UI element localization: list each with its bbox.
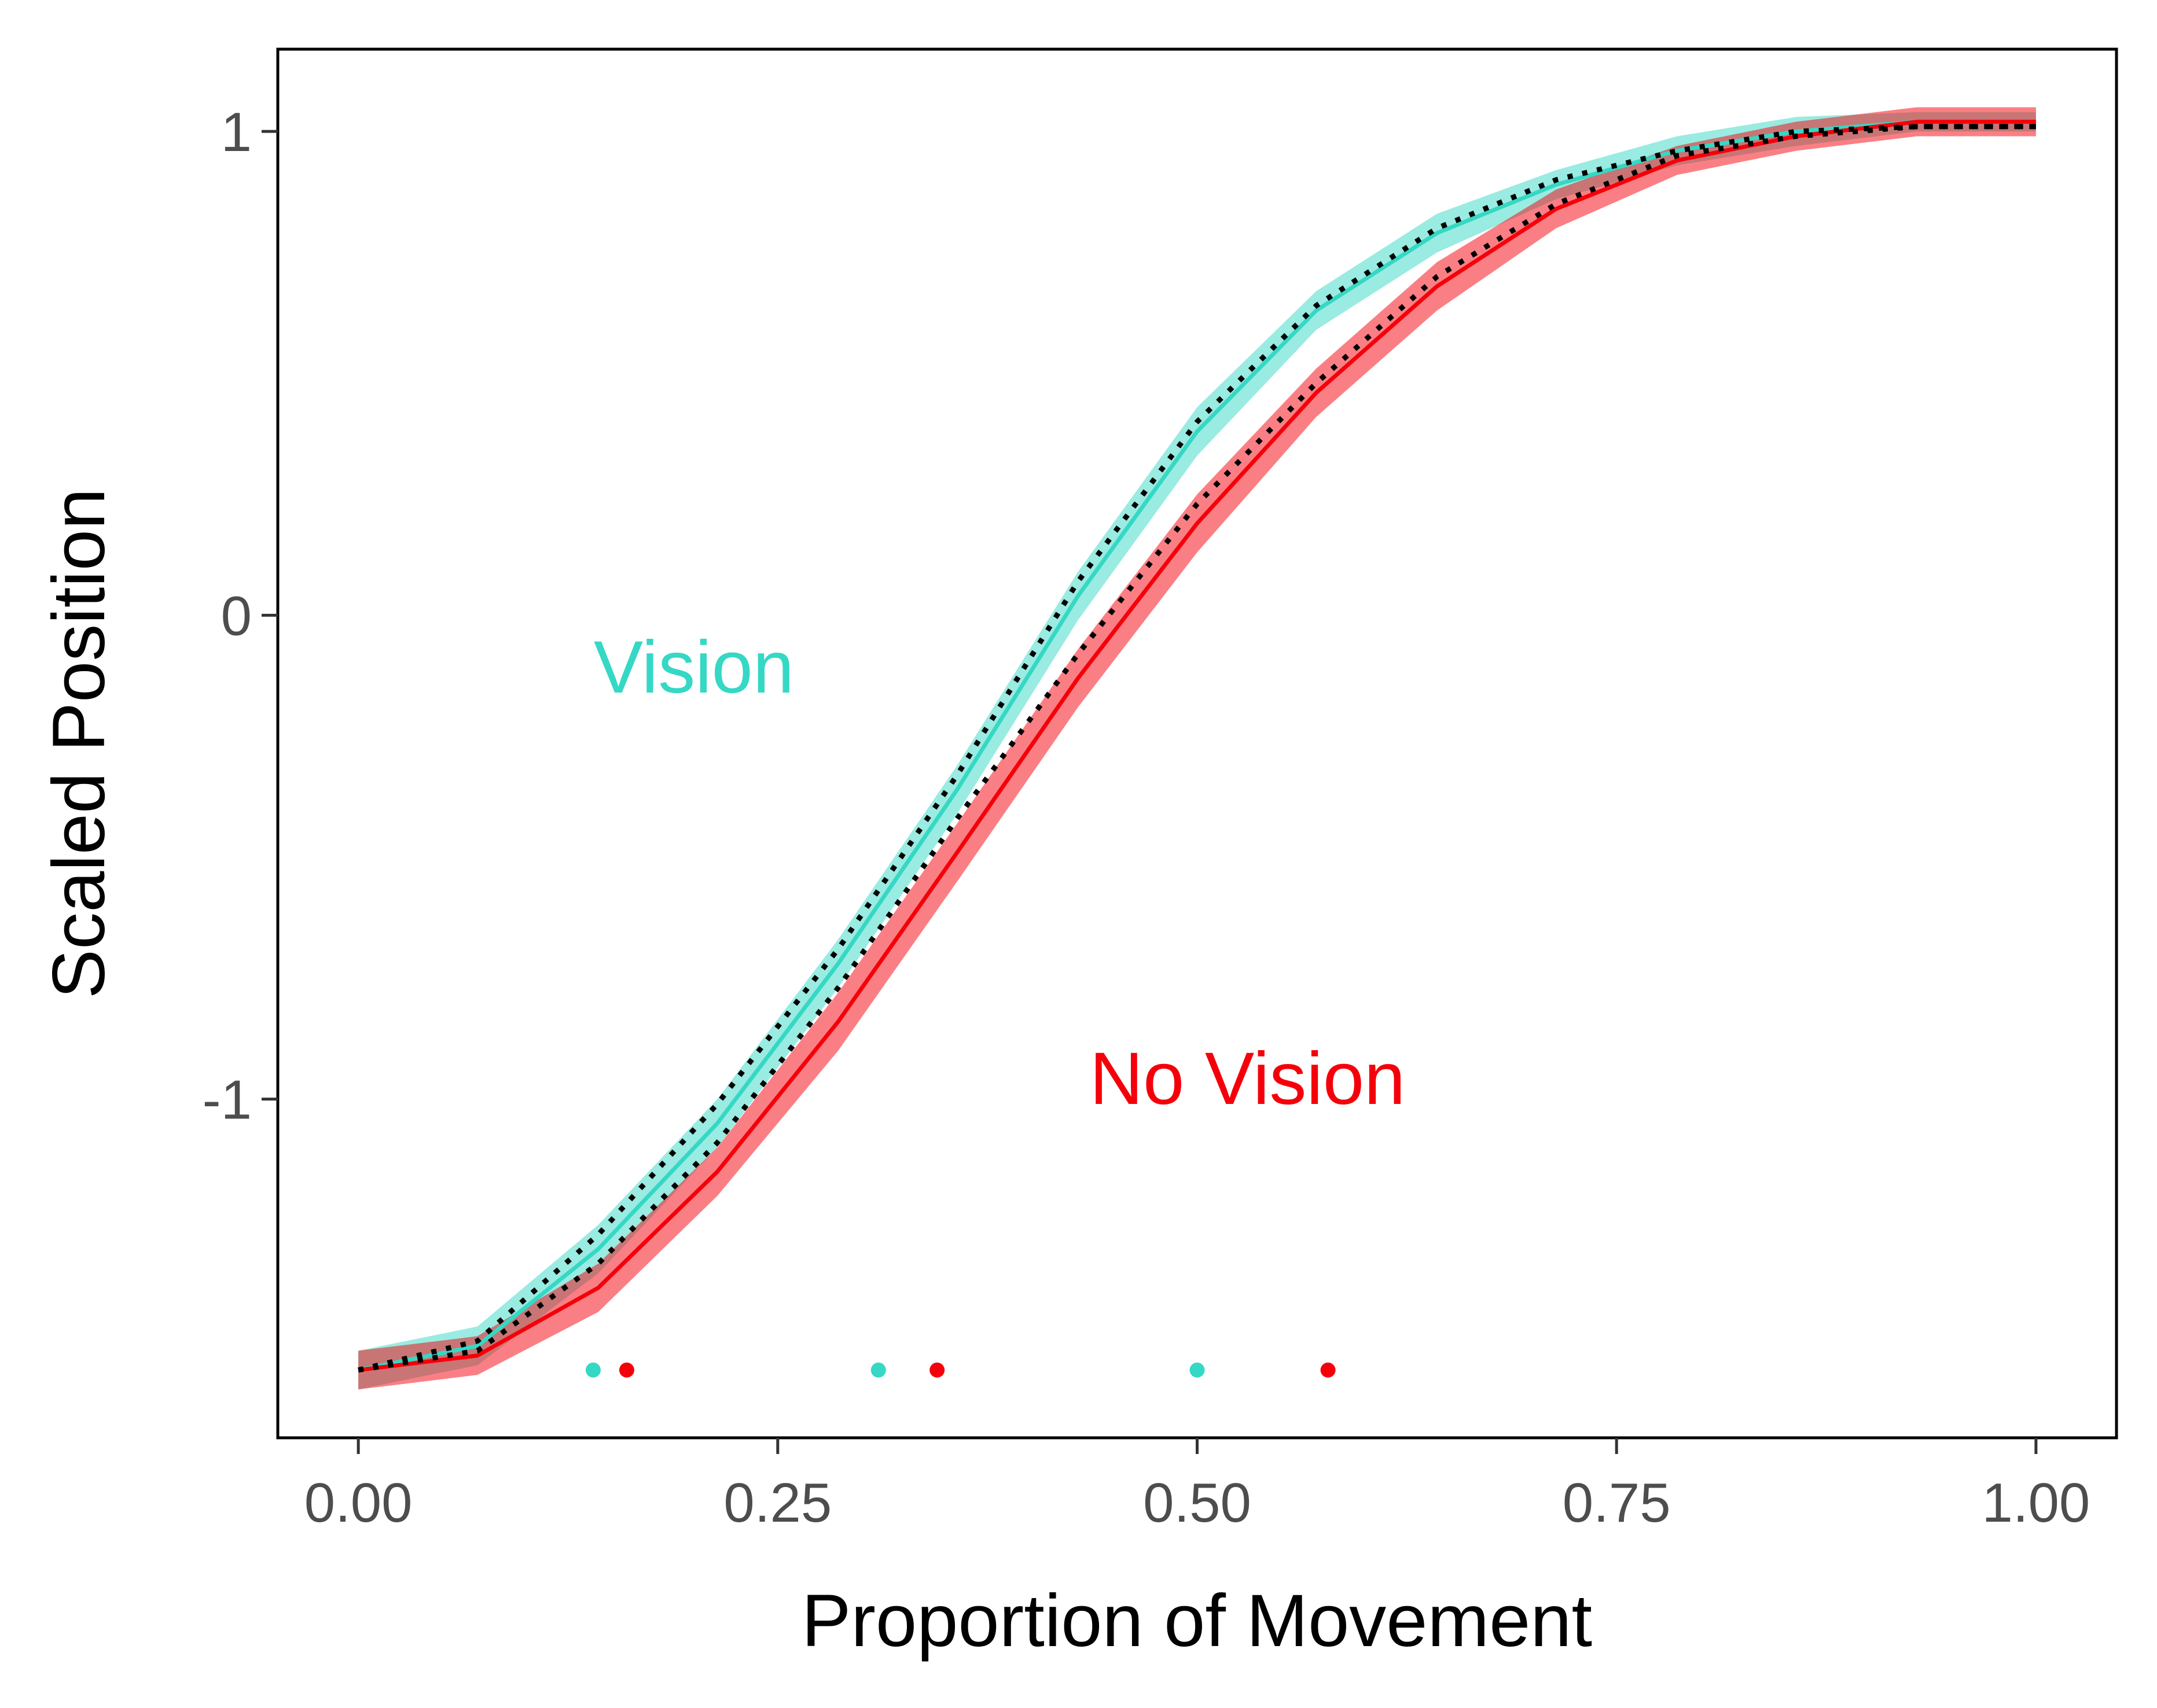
marker-point-4 (1189, 1362, 1205, 1378)
dotted-line-3 (358, 124, 2036, 1373)
x-tick-label-4: 1.00 (1982, 1472, 2090, 1534)
marker-point-1 (619, 1362, 634, 1378)
x-tick-label-1: 0.25 (723, 1472, 832, 1534)
marker-point-5 (1320, 1362, 1336, 1378)
dotted-line-2 (358, 124, 2036, 1373)
annotation-0: Vision (594, 626, 794, 709)
marker-point-3 (929, 1362, 945, 1378)
annotation-1: No Vision (1090, 1037, 1406, 1120)
x-axis-title: Proportion of Movement (802, 1580, 1592, 1662)
y-tick-label-0: -1 (203, 1069, 252, 1131)
x-axis: 0.00 0.25 0.50 0.75 1.00 (304, 1438, 2090, 1534)
series-lines (358, 119, 2036, 1373)
series-line-0 (358, 119, 2036, 1372)
plot-panel (276, 47, 2118, 1440)
y-tick-label-2: 1 (221, 101, 252, 163)
x-tick-label-0: 0.00 (304, 1472, 413, 1534)
y-axis-title: Scaled Position (38, 488, 120, 999)
series-line-1 (358, 119, 2036, 1372)
x-tick-label-3: 0.75 (1563, 1472, 1671, 1534)
marker-point-2 (870, 1362, 886, 1378)
marker-points (585, 1362, 1336, 1378)
annotations: Vision No Vision (594, 626, 1405, 1120)
y-tick-label-1: 0 (221, 585, 252, 647)
marker-point-0 (585, 1362, 601, 1378)
x-tick-label-2: 0.50 (1143, 1472, 1251, 1534)
y-axis: -1 0 1 (203, 101, 278, 1131)
